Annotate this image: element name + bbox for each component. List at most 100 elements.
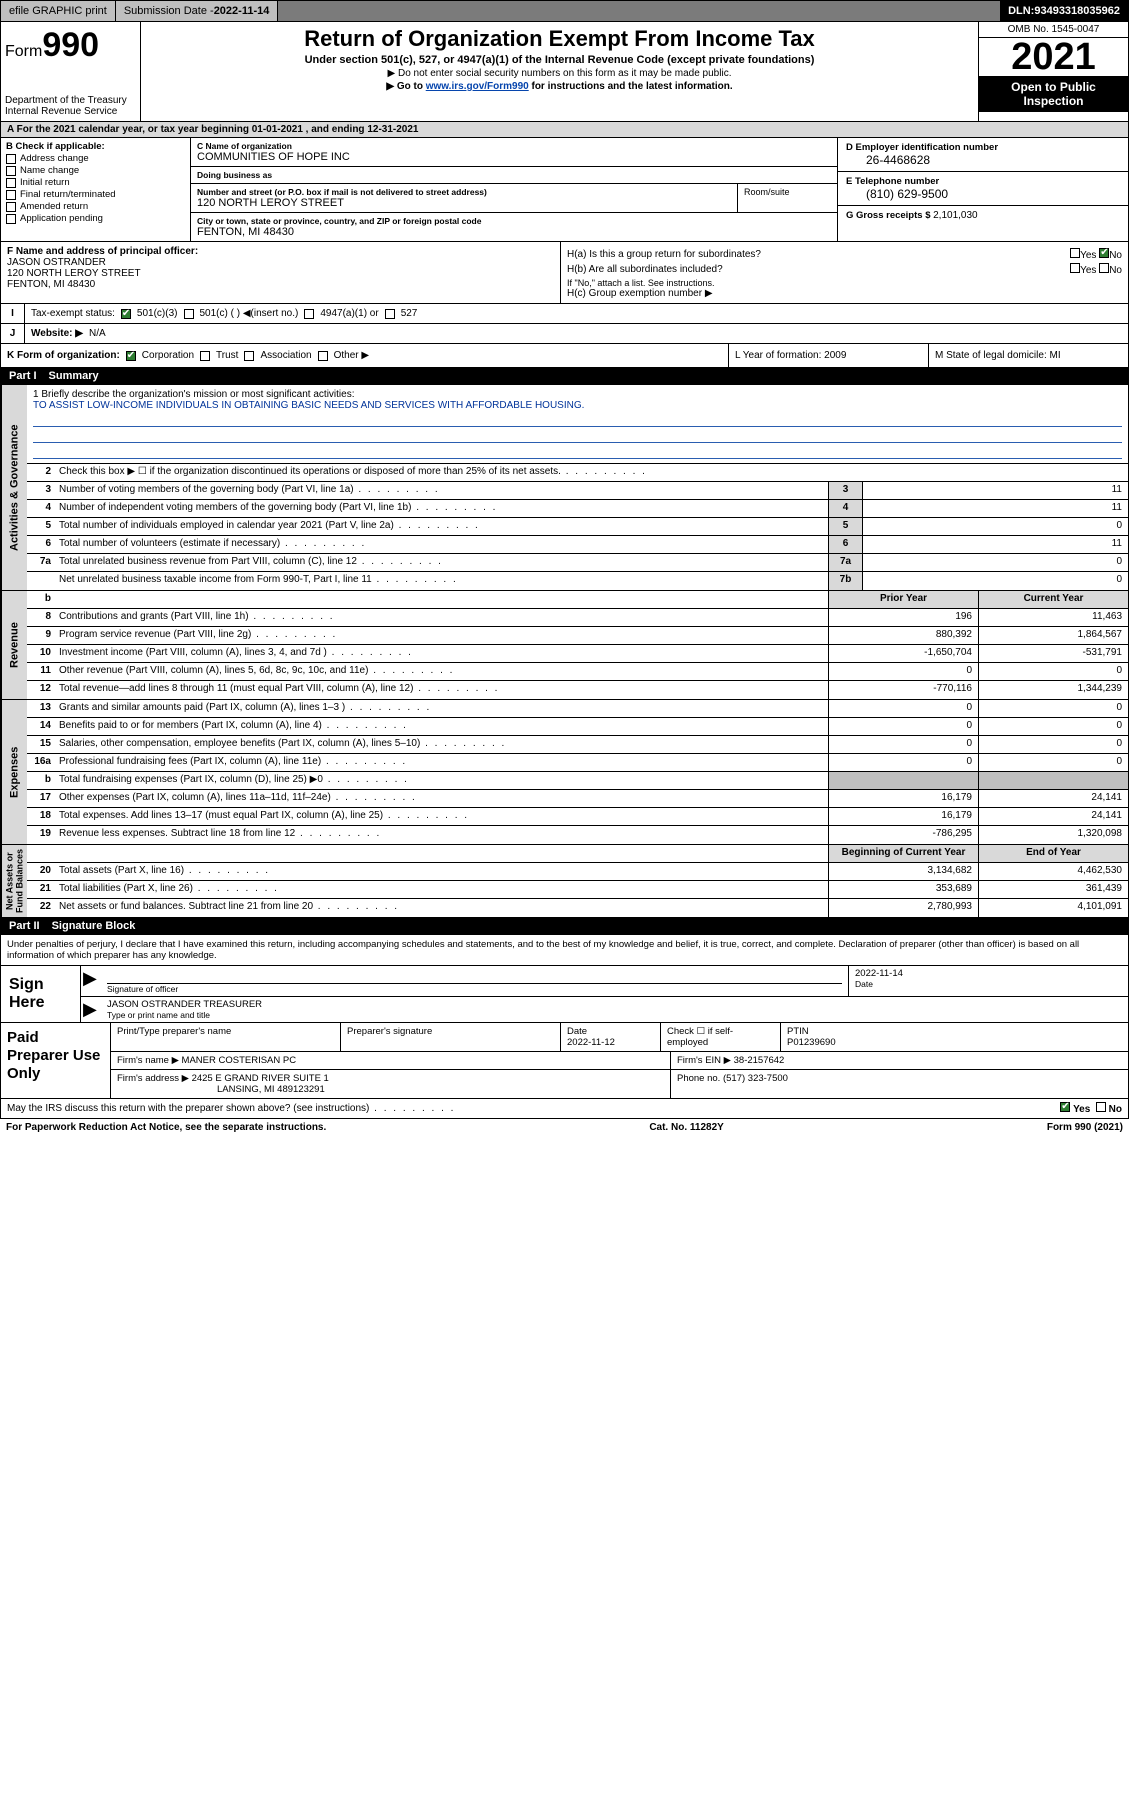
hb-yes-checkbox[interactable] [1070, 263, 1080, 273]
top-bar: efile GRAPHIC print Submission Date - 20… [0, 0, 1129, 22]
na-begin-header: Beginning of Current Year [828, 845, 978, 862]
prior-year-value: -770,116 [828, 681, 978, 699]
addr-change-label: Address change [20, 153, 89, 164]
website-value: N/A [89, 328, 106, 339]
line-desc: Benefits paid to or for members (Part IX… [55, 718, 828, 735]
box-h: H(a) Is this a group return for subordin… [561, 242, 1128, 303]
line-desc: Total number of volunteers (estimate if … [55, 536, 828, 553]
prior-year-value: 196 [828, 609, 978, 626]
line-value: 0 [862, 572, 1128, 590]
ha-yes-checkbox[interactable] [1070, 248, 1080, 258]
efile-print-button[interactable]: efile GRAPHIC print [1, 1, 116, 21]
part-ii-label: Part II [9, 920, 40, 932]
hb-note: If "No," attach a list. See instructions… [567, 278, 1122, 288]
firm-ein: 38-2157642 [734, 1055, 785, 1066]
line-desc: Total liabilities (Part X, line 26) [55, 881, 828, 898]
box-b-title: B Check if applicable: [6, 141, 105, 152]
self-employed-check[interactable]: Check ☐ if self-employed [661, 1023, 781, 1051]
vtab-revenue: Revenue [1, 591, 27, 699]
line-num: 2 [27, 464, 55, 481]
prior-year-value: 880,392 [828, 627, 978, 644]
prior-year-value: 0 [828, 718, 978, 735]
discuss-yes-checkbox[interactable] [1060, 1102, 1070, 1112]
gross-receipts-label: G Gross receipts $ [846, 210, 933, 221]
officer-signature-line[interactable] [107, 968, 842, 984]
summary-row: 8Contributions and grants (Part VIII, li… [27, 609, 1128, 627]
initial-return-checkbox[interactable] [6, 178, 16, 188]
prior-year-value: 0 [828, 700, 978, 717]
row-j: J Website: ▶ N/A [0, 324, 1129, 344]
line-num: 19 [27, 826, 55, 844]
ha-no-checkbox[interactable] [1099, 248, 1109, 258]
trust-checkbox[interactable] [200, 351, 210, 361]
prior-year-value: 0 [828, 736, 978, 753]
current-year-value: 1,320,098 [978, 826, 1128, 844]
mission-question: 1 Briefly describe the organization's mi… [33, 389, 1122, 400]
form990-link[interactable]: www.irs.gov/Form990 [426, 81, 529, 92]
other-checkbox[interactable] [318, 351, 328, 361]
summary-row: 15Salaries, other compensation, employee… [27, 736, 1128, 754]
assoc-checkbox[interactable] [244, 351, 254, 361]
page-footer: For Paperwork Reduction Act Notice, see … [0, 1119, 1129, 1136]
corp-checkbox[interactable] [126, 351, 136, 361]
line-num: 22 [27, 899, 55, 917]
submission-date-value: 2022-11-14 [214, 5, 270, 17]
prep-date-value: 2022-11-12 [567, 1037, 654, 1048]
row-k: K Form of organization: Corporation Trus… [0, 344, 1129, 368]
city-value: FENTON, MI 48430 [197, 226, 831, 238]
addr-change-checkbox[interactable] [6, 154, 16, 164]
current-year-value: 24,141 [978, 790, 1128, 807]
4947-checkbox[interactable] [304, 309, 314, 319]
line-desc: Grants and similar amounts paid (Part IX… [55, 700, 828, 717]
501c3-checkbox[interactable] [121, 309, 131, 319]
line-num: 5 [27, 518, 55, 535]
dln-label: DLN: [1008, 5, 1034, 17]
line-desc: Investment income (Part VIII, column (A)… [55, 645, 828, 662]
prior-year-value: -1,650,704 [828, 645, 978, 662]
sig-arrow-icon: ▶ [81, 966, 101, 996]
prior-year-value: -786,295 [828, 826, 978, 844]
line-ref: 7b [828, 572, 862, 590]
form-prefix: Form [5, 43, 42, 60]
final-return-checkbox[interactable] [6, 190, 16, 200]
527-label: 527 [401, 308, 418, 319]
i-label: I [1, 304, 25, 323]
line-num: 6 [27, 536, 55, 553]
line-ref: 7a [828, 554, 862, 571]
ptin-label: PTIN [787, 1026, 1122, 1037]
line-num: 9 [27, 627, 55, 644]
summary-row: 17Other expenses (Part IX, column (A), l… [27, 790, 1128, 808]
line-num: 7a [27, 554, 55, 571]
revenue-section: Revenue b Prior Year Current Year 8Contr… [0, 591, 1129, 700]
line-desc: Total assets (Part X, line 16) [55, 863, 828, 880]
summary-row: 5Total number of individuals employed in… [27, 518, 1128, 536]
firm-name-label: Firm's name ▶ [117, 1055, 179, 1066]
summary-row: bTotal fundraising expenses (Part IX, co… [27, 772, 1128, 790]
app-pending-checkbox[interactable] [6, 214, 16, 224]
preparer-sig-label: Preparer's signature [341, 1023, 561, 1051]
officer-addr1: 120 NORTH LEROY STREET [7, 268, 141, 279]
summary-row: 3Number of voting members of the governi… [27, 482, 1128, 500]
line-value: 0 [862, 518, 1128, 535]
street-label: Number and street (or P.O. box if mail i… [197, 187, 731, 197]
current-year-value [978, 772, 1128, 789]
final-return-label: Final return/terminated [20, 189, 116, 200]
hb-no-checkbox[interactable] [1099, 263, 1109, 273]
summary-row: 14Benefits paid to or for members (Part … [27, 718, 1128, 736]
org-name-label: C Name of organization [197, 141, 831, 151]
discuss-no-checkbox[interactable] [1096, 1102, 1106, 1112]
title-block: Return of Organization Exempt From Incom… [141, 22, 978, 121]
goto-post: for instructions and the latest informat… [529, 81, 733, 92]
app-pending-label: Application pending [20, 213, 103, 224]
line-desc: Other revenue (Part VIII, column (A), li… [55, 663, 828, 680]
line-num: 21 [27, 881, 55, 898]
name-change-checkbox[interactable] [6, 166, 16, 176]
website-label: Website: ▶ [31, 328, 83, 339]
4947-label: 4947(a)(1) or [320, 308, 378, 319]
summary-row: 21Total liabilities (Part X, line 26)353… [27, 881, 1128, 899]
line-desc: Number of voting members of the governin… [55, 482, 828, 499]
amended-return-checkbox[interactable] [6, 202, 16, 212]
line-desc: Total expenses. Add lines 13–17 (must eq… [55, 808, 828, 825]
501c-checkbox[interactable] [184, 309, 194, 319]
527-checkbox[interactable] [385, 309, 395, 319]
